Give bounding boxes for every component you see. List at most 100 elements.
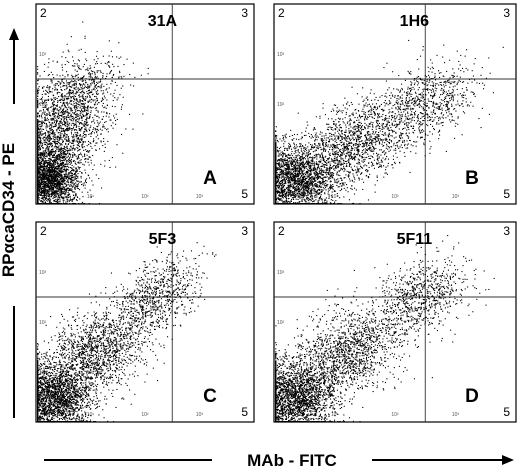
- scatter-point: [64, 129, 66, 131]
- scatter-point: [67, 75, 69, 77]
- scatter-point: [279, 195, 281, 197]
- scatter-point: [83, 133, 85, 135]
- scatter-point: [132, 62, 134, 64]
- scatter-point: [67, 175, 69, 177]
- scatter-point: [79, 135, 81, 137]
- scatter-point: [67, 112, 69, 114]
- scatter-point: [90, 84, 92, 86]
- scatter-point: [84, 128, 86, 130]
- scatter-point: [67, 136, 69, 138]
- scatter-point: [94, 74, 96, 76]
- scatter-point: [61, 170, 63, 172]
- scatter-point: [62, 108, 64, 110]
- scatter-point: [44, 141, 46, 143]
- scatter-point: [85, 172, 87, 174]
- scatter-point: [104, 143, 106, 145]
- scatter-point: [60, 156, 62, 158]
- scatter-point: [100, 80, 102, 82]
- scatter-point: [80, 122, 82, 124]
- scatter-point: [74, 191, 76, 193]
- scatter-point: [106, 112, 108, 114]
- scatter-point: [71, 174, 73, 176]
- scatter-point: [43, 152, 45, 154]
- scatter-point: [61, 78, 63, 80]
- scatter-point: [45, 155, 47, 157]
- scatter-point: [71, 184, 73, 186]
- scatter-point: [86, 68, 88, 70]
- scatter-point: [44, 105, 46, 107]
- scatter-point: [95, 91, 97, 93]
- scatter-point: [42, 174, 44, 176]
- scatter-point: [71, 110, 73, 112]
- scatter-point: [52, 103, 54, 105]
- scatter-point: [71, 84, 73, 86]
- scatter-point: [67, 136, 69, 138]
- scatter-point: [43, 162, 45, 164]
- scatter-point: [51, 143, 53, 145]
- scatter-point: [52, 140, 54, 142]
- scatter-point: [83, 98, 85, 100]
- scatter-point: [78, 141, 80, 143]
- scatter-point: [53, 105, 55, 107]
- scatter-point: [82, 185, 84, 187]
- scatter-point: [37, 95, 39, 97]
- scatter-point: [60, 178, 62, 180]
- scatter-point: [69, 203, 71, 205]
- scatter-point: [42, 165, 44, 167]
- scatter-point: [39, 75, 41, 77]
- scatter-point: [66, 127, 68, 129]
- scatter-point: [44, 123, 46, 125]
- scatter-point: [56, 146, 58, 148]
- scatter-point: [48, 189, 50, 191]
- scatter-point: [84, 154, 86, 156]
- scatter-point: [85, 122, 87, 124]
- scatter-point: [78, 141, 80, 143]
- scatter-point: [275, 137, 277, 139]
- scatter-point: [60, 164, 62, 166]
- scatter-point: [86, 178, 88, 180]
- scatter-point: [41, 122, 43, 124]
- scatter-point: [91, 89, 93, 91]
- scatter-point: [89, 74, 91, 76]
- scatter-point: [78, 126, 80, 128]
- scatter-point: [40, 161, 42, 163]
- scatter-point: [82, 203, 84, 205]
- scatter-point: [78, 139, 80, 141]
- scatter-point: [105, 115, 107, 117]
- scatter-point: [85, 134, 87, 136]
- scatter-point: [74, 129, 76, 131]
- scatter-point: [281, 159, 283, 161]
- scatter-point: [64, 165, 66, 167]
- scatter-point: [110, 125, 112, 127]
- scatter-point: [60, 120, 62, 122]
- scatter-point: [78, 49, 80, 51]
- scatter-point: [56, 167, 58, 169]
- scatter-point: [97, 129, 99, 131]
- scatter-point: [75, 172, 77, 174]
- scatter-point: [53, 183, 55, 185]
- scatter-point: [66, 134, 68, 136]
- scatter-point: [315, 185, 317, 187]
- scatter-point: [101, 111, 103, 113]
- scatter-point: [295, 202, 297, 204]
- scatter-point: [68, 172, 70, 174]
- scatter-point: [63, 167, 65, 169]
- scatter-point: [57, 101, 59, 103]
- scatter-point: [47, 166, 49, 168]
- scatter-point: [54, 173, 56, 175]
- scatter-point: [86, 154, 88, 156]
- scatter-point: [37, 158, 39, 160]
- scatter-point: [51, 203, 53, 205]
- scatter-point: [78, 148, 80, 150]
- scatter-point: [77, 147, 79, 149]
- scatter-point: [114, 81, 116, 83]
- scatter-point: [74, 140, 76, 142]
- scatter-point: [60, 163, 62, 165]
- scatter-point: [50, 187, 52, 189]
- scatter-point: [44, 120, 46, 122]
- scatter-point: [101, 83, 103, 85]
- scatter-point: [45, 178, 47, 180]
- scatter-point: [86, 113, 88, 115]
- scatter-point: [73, 117, 75, 119]
- scatter-point: [62, 192, 64, 194]
